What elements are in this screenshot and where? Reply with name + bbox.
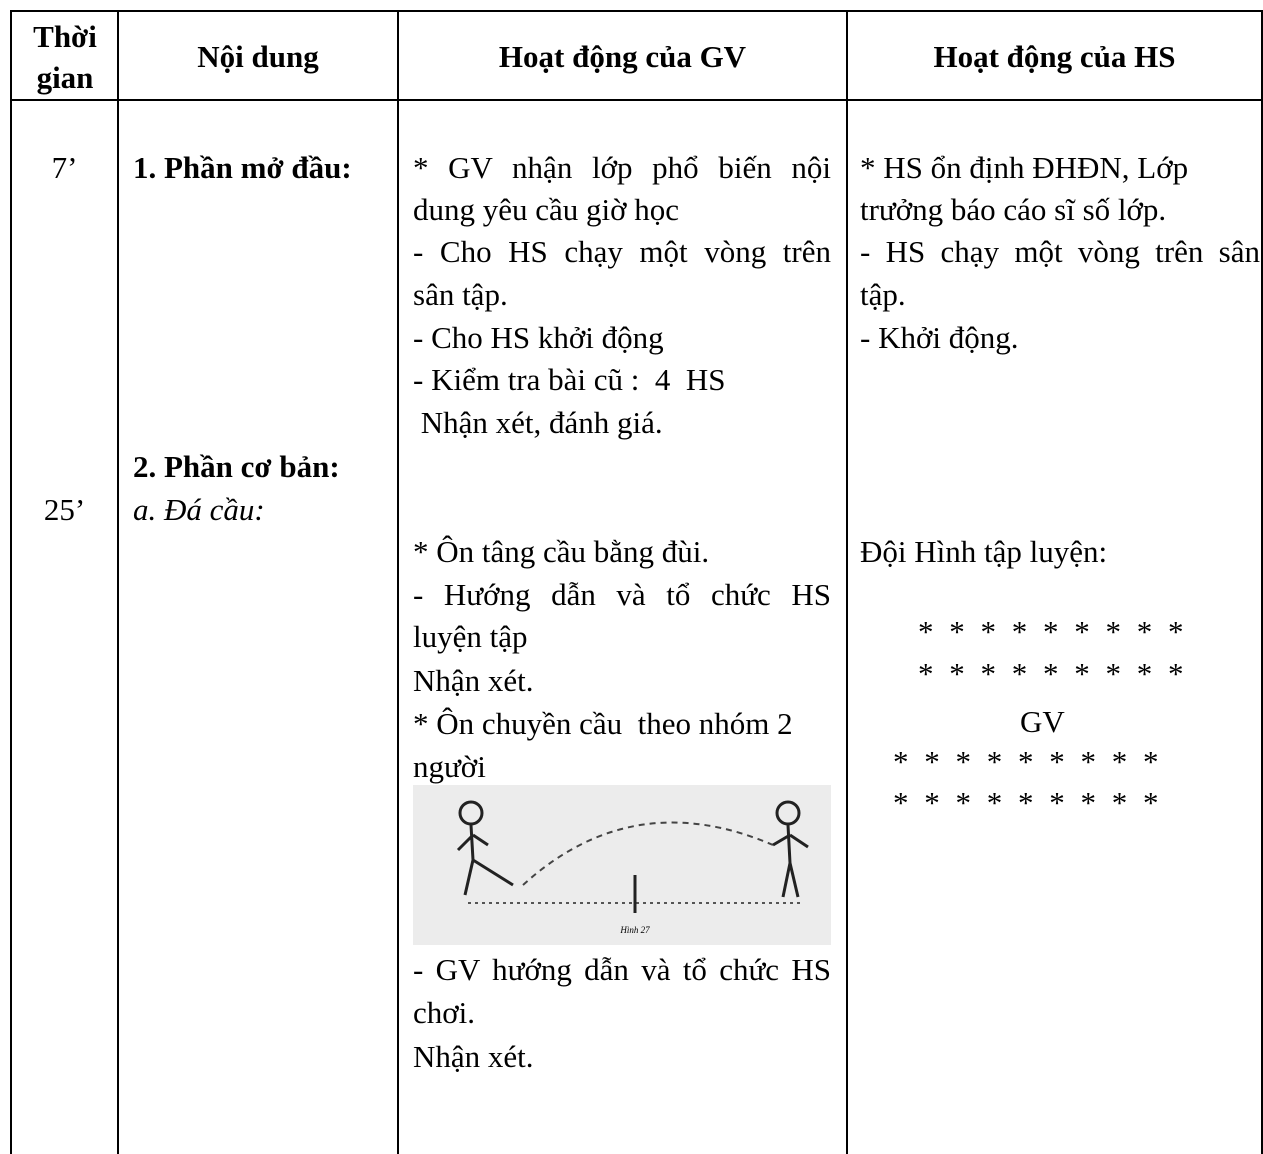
figure-caption: Hình 27 <box>619 925 650 935</box>
gv-line: * GV nhận lớp phổ biến nội <box>413 150 831 185</box>
formation-row: * * * * * * * * * <box>918 614 1184 649</box>
section: a. Đá cầu: <box>133 492 265 527</box>
time: 7’ <box>51 150 78 185</box>
border <box>1261 10 1263 1154</box>
gv-line: * Ôn tâng cầu bằng đùi. <box>413 534 710 569</box>
gv-line: * Ôn chuyền cầu theo nhóm 2 <box>413 706 793 741</box>
gv-line: người <box>413 749 486 784</box>
section: 2. Phần cơ bản: <box>133 449 340 484</box>
gv-line: Nhận xét. <box>413 663 534 698</box>
hs-line: * HS ổn định ĐHĐN, Lớp <box>860 150 1189 185</box>
trajectory <box>522 821 774 886</box>
gv-line: - Cho HS chạy một vòng trên <box>413 234 831 269</box>
figure-bg <box>413 785 831 945</box>
gv-line: luyện tập <box>413 619 528 654</box>
border <box>117 10 119 1154</box>
gv-line: Nhận xét. <box>413 1039 534 1074</box>
hs-line: Đội Hình tập luyện: <box>860 534 1108 569</box>
figure: Hình 27 <box>413 785 831 945</box>
hs-line: trưởng báo cáo sĩ số lớp. <box>860 192 1167 227</box>
gv-line: dung yêu cầu giờ học <box>413 192 680 227</box>
border <box>846 10 848 1154</box>
gv-line: - Cho HS khởi động <box>413 320 664 355</box>
hs-line: tập. <box>860 277 906 312</box>
gv-line: - Hướng dẫn và tổ chức HS <box>413 577 831 612</box>
gv-line: sân tập. <box>413 277 508 312</box>
border <box>10 10 12 1154</box>
formation-row: * * * * * * * * * <box>918 656 1184 691</box>
gv-line: - Kiểm tra bài cũ : 4 HS <box>413 362 726 397</box>
player <box>456 800 514 896</box>
formation-row: * * * * * * * * * <box>893 785 1159 820</box>
header: Hoạt động của GV <box>498 39 747 74</box>
time: 25’ <box>43 492 86 527</box>
player <box>772 800 809 898</box>
header: Nội dung <box>197 39 319 74</box>
hs-line: - HS chạy một vòng trên sân <box>860 234 1260 269</box>
gv-line: chơi. <box>413 995 476 1030</box>
hs-line: - Khởi động. <box>860 320 1019 355</box>
header: Hoạt động của HS <box>933 39 1176 74</box>
header: Thời gian <box>33 19 97 95</box>
formation-row: GV <box>1020 704 1065 739</box>
gv-line: Nhận xét, đánh giá. <box>413 405 663 440</box>
border <box>10 10 1263 12</box>
border <box>10 99 1263 101</box>
formation-row: * * * * * * * * * <box>893 744 1159 779</box>
section: 1. Phần mở đầu: <box>133 150 352 185</box>
border <box>397 10 399 1154</box>
gv-line: - GV hướng dẫn và tổ chức HS <box>413 952 831 987</box>
